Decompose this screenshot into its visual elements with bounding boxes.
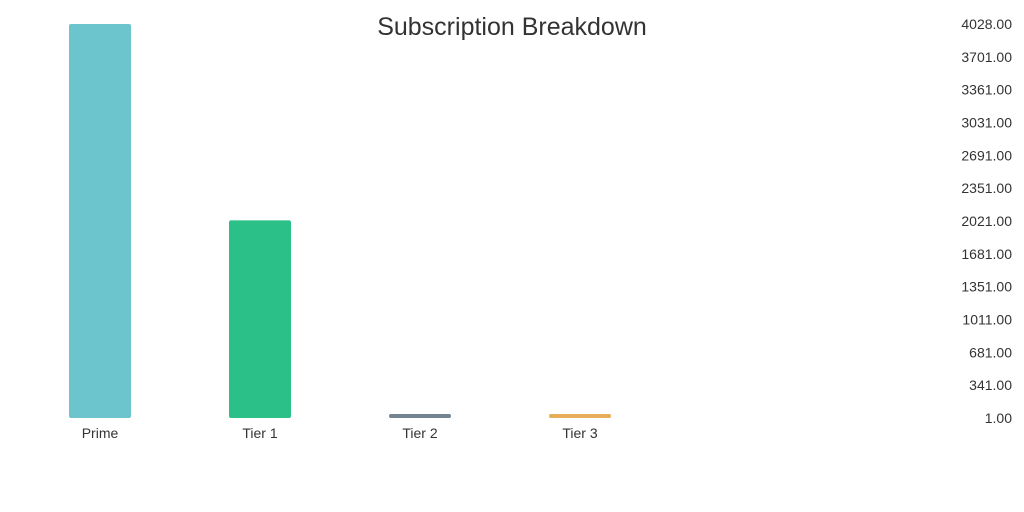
category-label-tier-1: Tier 1 <box>242 425 277 441</box>
y-tick-label: 1681.00 <box>961 246 1012 262</box>
y-tick-label: 341.00 <box>969 377 1012 393</box>
y-tick-label: 1011.00 <box>962 312 1012 328</box>
y-tick-label: 4028.00 <box>961 16 1012 32</box>
y-tick-label: 3701.00 <box>961 49 1012 65</box>
y-tick-label: 681.00 <box>969 344 1012 360</box>
y-tick-label: 1351.00 <box>961 279 1012 295</box>
bar-tier-1[interactable] <box>229 220 291 418</box>
y-tick-label: 1.00 <box>985 410 1012 426</box>
y-tick-label: 2691.00 <box>961 147 1012 163</box>
category-labels: Prime Tier 1 Tier 2 Tier 3 <box>82 425 598 441</box>
category-label-prime: Prime <box>82 425 119 441</box>
y-axis-tick-labels: 4028.00 3701.00 3361.00 3031.00 2691.00 2351.… <box>961 16 1012 426</box>
y-tick-label: 2021.00 <box>961 213 1012 229</box>
bar-prime[interactable] <box>69 24 131 418</box>
category-label-tier-2: Tier 2 <box>402 425 437 441</box>
chart-title: Subscription Breakdown <box>377 13 647 41</box>
category-label-tier-3: Tier 3 <box>562 425 597 441</box>
y-tick-label: 3031.00 <box>961 115 1012 131</box>
y-tick-label: 3361.00 <box>961 82 1012 98</box>
y-tick-label: 2351.00 <box>961 180 1012 196</box>
bar-tier-2[interactable] <box>389 414 451 418</box>
bar-tier-3[interactable] <box>549 414 611 418</box>
bars-layer <box>69 24 611 418</box>
